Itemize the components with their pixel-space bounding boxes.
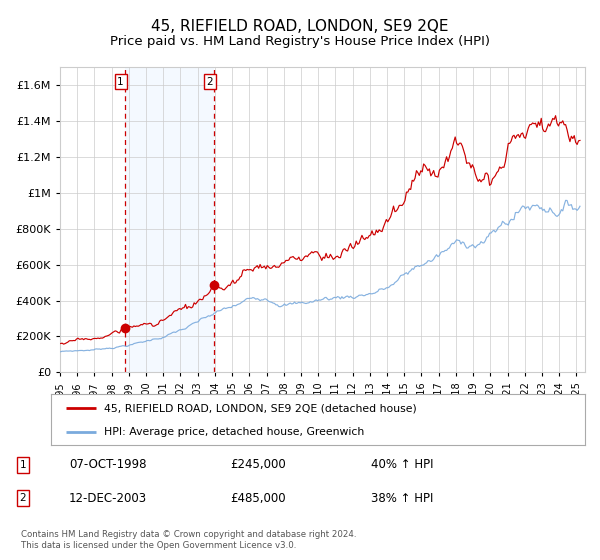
Text: £245,000: £245,000 xyxy=(230,458,286,472)
Text: 1: 1 xyxy=(19,460,26,470)
Text: 07-OCT-1998: 07-OCT-1998 xyxy=(69,458,147,472)
Bar xyxy=(125,67,214,372)
Text: Contains HM Land Registry data © Crown copyright and database right 2024.
This d: Contains HM Land Registry data © Crown c… xyxy=(21,530,356,550)
Text: 45, RIEFIELD ROAD, LONDON, SE9 2QE (detached house): 45, RIEFIELD ROAD, LONDON, SE9 2QE (deta… xyxy=(104,403,417,413)
Text: 38% ↑ HPI: 38% ↑ HPI xyxy=(371,492,433,505)
Text: HPI: Average price, detached house, Greenwich: HPI: Average price, detached house, Gree… xyxy=(104,427,365,437)
Text: Price paid vs. HM Land Registry's House Price Index (HPI): Price paid vs. HM Land Registry's House … xyxy=(110,35,490,48)
Text: 12-DEC-2003: 12-DEC-2003 xyxy=(69,492,147,505)
Text: 2: 2 xyxy=(206,77,213,87)
Text: 45, RIEFIELD ROAD, LONDON, SE9 2QE: 45, RIEFIELD ROAD, LONDON, SE9 2QE xyxy=(151,20,449,34)
Text: £485,000: £485,000 xyxy=(230,492,286,505)
Text: 40% ↑ HPI: 40% ↑ HPI xyxy=(371,458,433,472)
Text: 2: 2 xyxy=(19,493,26,503)
Text: 1: 1 xyxy=(117,77,124,87)
